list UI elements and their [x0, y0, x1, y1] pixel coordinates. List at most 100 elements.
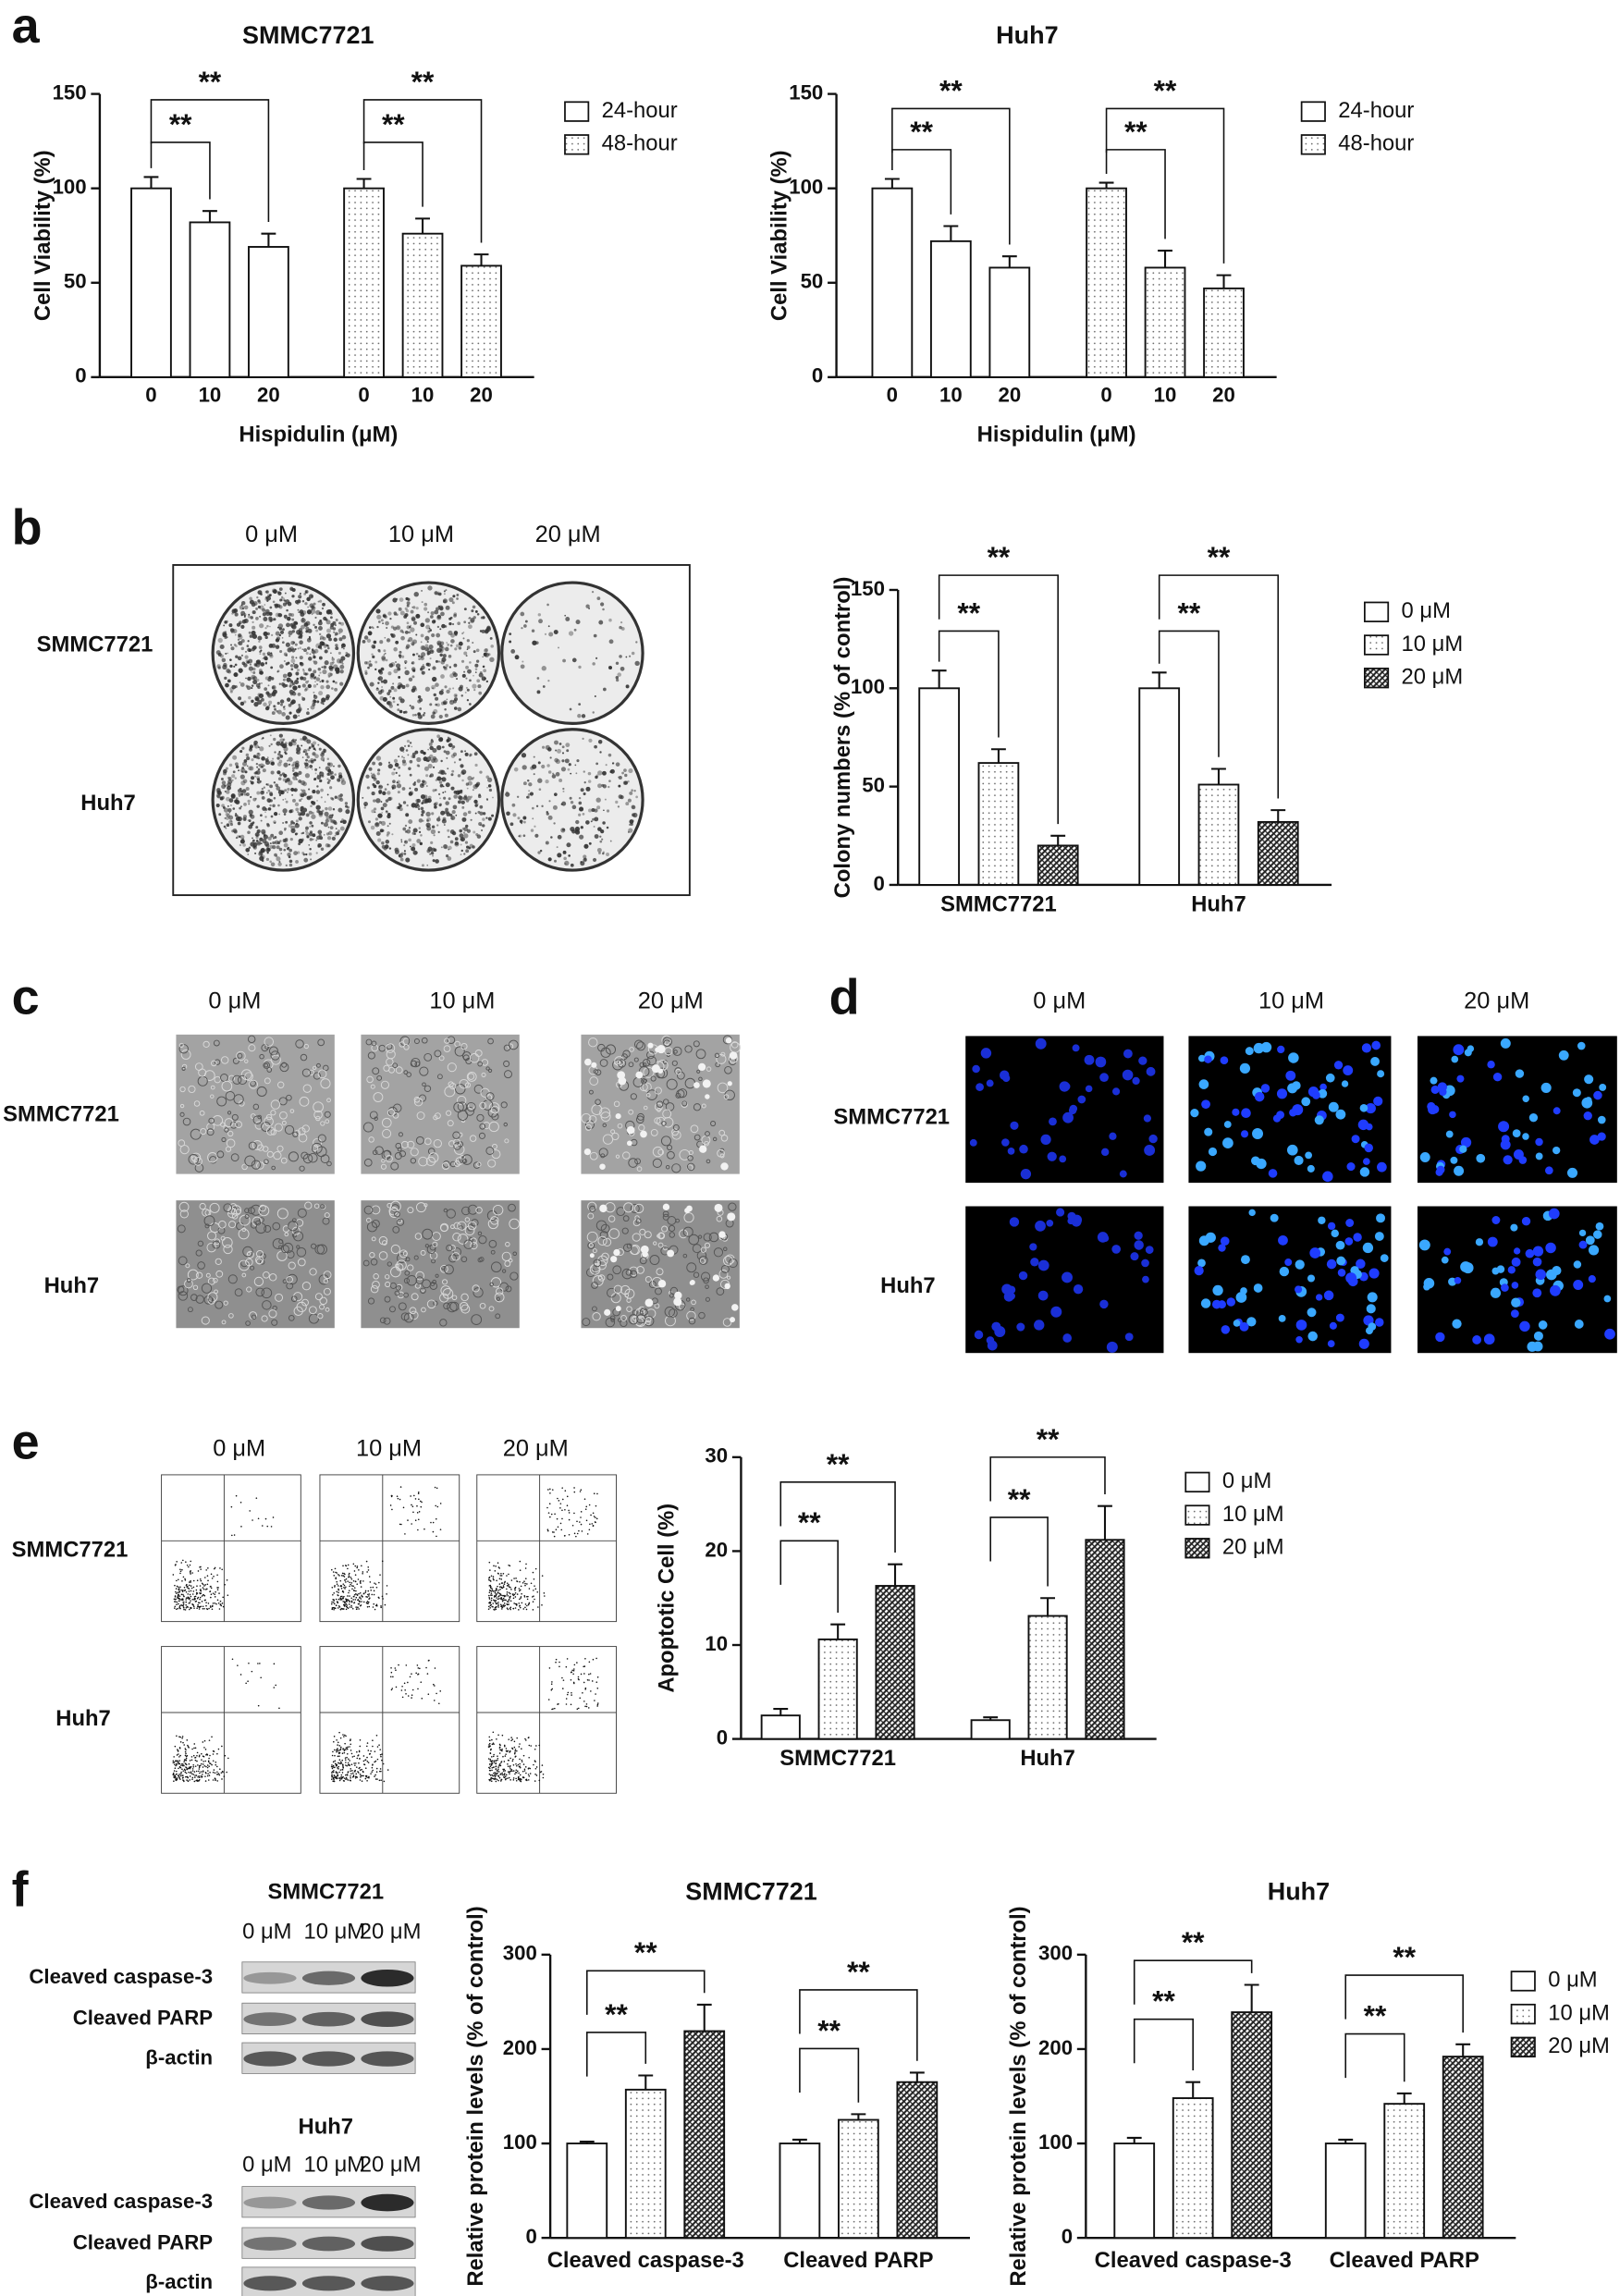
cell	[264, 1062, 269, 1068]
colony	[407, 639, 411, 643]
colony	[392, 696, 396, 700]
event	[173, 1762, 176, 1763]
event	[345, 1578, 348, 1580]
event	[178, 1756, 180, 1758]
nucleus	[1072, 1044, 1080, 1052]
event	[353, 1595, 355, 1598]
colony	[270, 620, 273, 622]
colony	[398, 676, 401, 679]
colony	[427, 630, 431, 633]
event	[354, 1574, 357, 1577]
colony	[451, 622, 455, 626]
colony	[307, 759, 311, 763]
cell	[466, 1072, 477, 1082]
colony	[397, 667, 401, 671]
nucleus	[1245, 1047, 1254, 1056]
colony	[592, 817, 595, 821]
nucleus	[1430, 1104, 1440, 1114]
colony	[551, 774, 557, 779]
event	[175, 1760, 177, 1762]
nucleus	[1286, 1144, 1298, 1156]
event	[500, 1594, 502, 1597]
nucleus	[1122, 1069, 1134, 1081]
colony	[308, 843, 311, 846]
colony	[295, 772, 300, 777]
event	[205, 1607, 208, 1610]
nucleus	[1501, 1283, 1509, 1292]
colony	[265, 857, 270, 862]
event	[200, 1762, 202, 1765]
event	[182, 1595, 185, 1597]
event	[175, 1776, 177, 1778]
colony	[475, 648, 480, 653]
colony	[436, 744, 442, 751]
colony	[232, 770, 236, 774]
event	[190, 1595, 192, 1598]
colony	[279, 699, 285, 704]
event	[182, 1601, 185, 1603]
colony	[257, 661, 262, 665]
event	[201, 1601, 203, 1602]
nucleus	[1069, 1104, 1078, 1113]
cell	[423, 1137, 432, 1146]
colony	[460, 771, 464, 775]
colony	[465, 797, 467, 800]
colony	[412, 828, 418, 833]
event	[558, 1500, 560, 1502]
event	[504, 1604, 506, 1607]
colony	[289, 701, 294, 706]
cell	[229, 1121, 238, 1129]
colony	[547, 680, 550, 682]
cell	[371, 1040, 377, 1047]
colony	[445, 846, 448, 849]
colony	[467, 780, 472, 786]
colony	[257, 752, 260, 755]
cell	[298, 1133, 308, 1143]
event	[361, 1601, 362, 1602]
colony	[303, 688, 308, 692]
event	[493, 1565, 495, 1567]
colony	[298, 816, 302, 821]
event	[432, 1530, 435, 1533]
colony	[402, 801, 407, 804]
colony	[378, 650, 381, 653]
colony	[252, 620, 254, 624]
cell	[221, 1080, 233, 1092]
colony	[587, 780, 592, 783]
event	[183, 1780, 185, 1783]
event	[348, 1572, 350, 1575]
colony	[541, 764, 546, 769]
event	[420, 1505, 423, 1508]
colony	[597, 783, 602, 789]
nucleus	[1309, 1247, 1321, 1259]
colony	[292, 685, 298, 691]
colony	[243, 759, 248, 763]
cell	[441, 1161, 450, 1171]
colony	[273, 737, 276, 742]
colony	[483, 669, 487, 673]
colony	[387, 671, 392, 676]
colony	[448, 597, 454, 603]
nucleus	[1380, 1254, 1389, 1262]
colony	[279, 738, 285, 743]
event	[367, 1601, 370, 1603]
colony	[333, 637, 338, 642]
cell	[190, 1152, 202, 1162]
event	[338, 1591, 339, 1593]
colony	[239, 749, 243, 754]
nucleus	[1418, 1239, 1430, 1251]
colony	[464, 841, 469, 844]
colony	[274, 840, 279, 845]
colony	[251, 758, 254, 762]
colony	[335, 644, 338, 647]
colony	[237, 815, 239, 817]
colony	[392, 700, 396, 704]
colony	[397, 791, 400, 794]
event	[508, 1603, 509, 1605]
event	[211, 1578, 214, 1579]
event	[278, 1707, 280, 1710]
nucleus	[1510, 1223, 1518, 1232]
colony	[403, 615, 408, 619]
colony	[315, 852, 318, 854]
colony	[490, 645, 494, 648]
